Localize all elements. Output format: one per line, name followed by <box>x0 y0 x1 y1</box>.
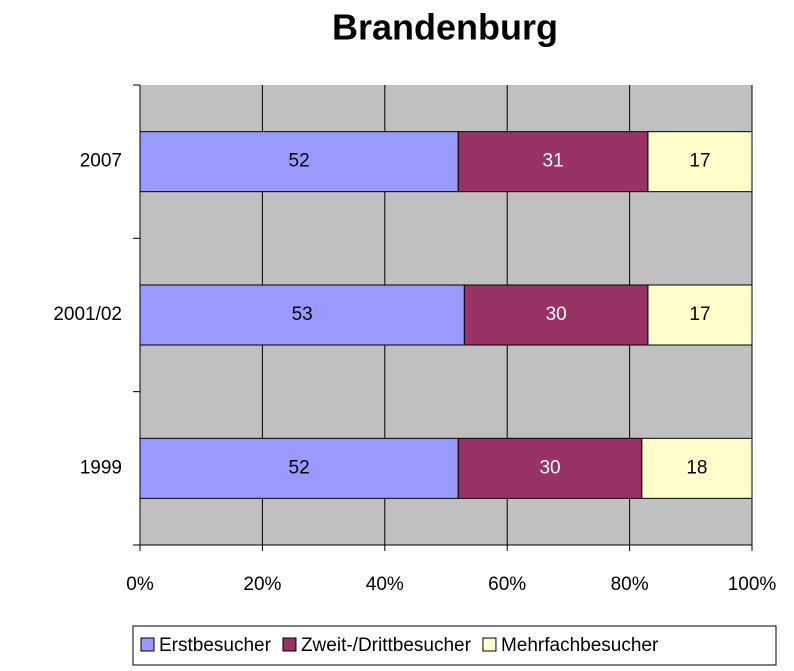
x-tick-label: 0% <box>126 574 154 595</box>
legend-swatch <box>482 637 497 652</box>
x-tick-label: 20% <box>243 574 281 595</box>
chart-title: Brandenburg <box>332 7 558 48</box>
bar-segment <box>139 284 465 346</box>
data-label: 30 <box>546 304 567 325</box>
legend-label: Mehrfachbesucher <box>501 635 659 656</box>
y-tick-label: 2007 <box>80 151 122 172</box>
legend-box <box>132 625 777 666</box>
x-tick-label: 100% <box>728 574 777 595</box>
data-label: 52 <box>289 151 310 172</box>
bar-segment <box>647 131 753 193</box>
bar-segment <box>457 131 649 193</box>
y-tick-label: 1999 <box>80 457 122 478</box>
data-label: 53 <box>292 304 313 325</box>
data-label: 17 <box>689 151 710 172</box>
data-label: 31 <box>543 151 564 172</box>
data-label: 30 <box>539 457 560 478</box>
legend-label: Erstbesucher <box>159 635 272 656</box>
legend-swatch <box>282 637 297 652</box>
legend-swatch <box>140 637 155 652</box>
data-label: 17 <box>689 304 710 325</box>
x-tick-label: 40% <box>366 574 404 595</box>
x-tick-label: 60% <box>488 574 526 595</box>
x-tick-label: 80% <box>611 574 649 595</box>
bar-segment <box>641 437 753 499</box>
data-label: 18 <box>686 457 707 478</box>
bar-segment <box>647 284 753 346</box>
data-label: 52 <box>289 457 310 478</box>
bar-segment <box>463 284 649 346</box>
legend: Erstbesucher Zweit-/Drittbesucher Mehrfach… <box>132 625 777 666</box>
legend-label: Zweit-/Drittbesucher <box>301 635 472 656</box>
y-tick-label: 2001/02 <box>53 304 122 325</box>
